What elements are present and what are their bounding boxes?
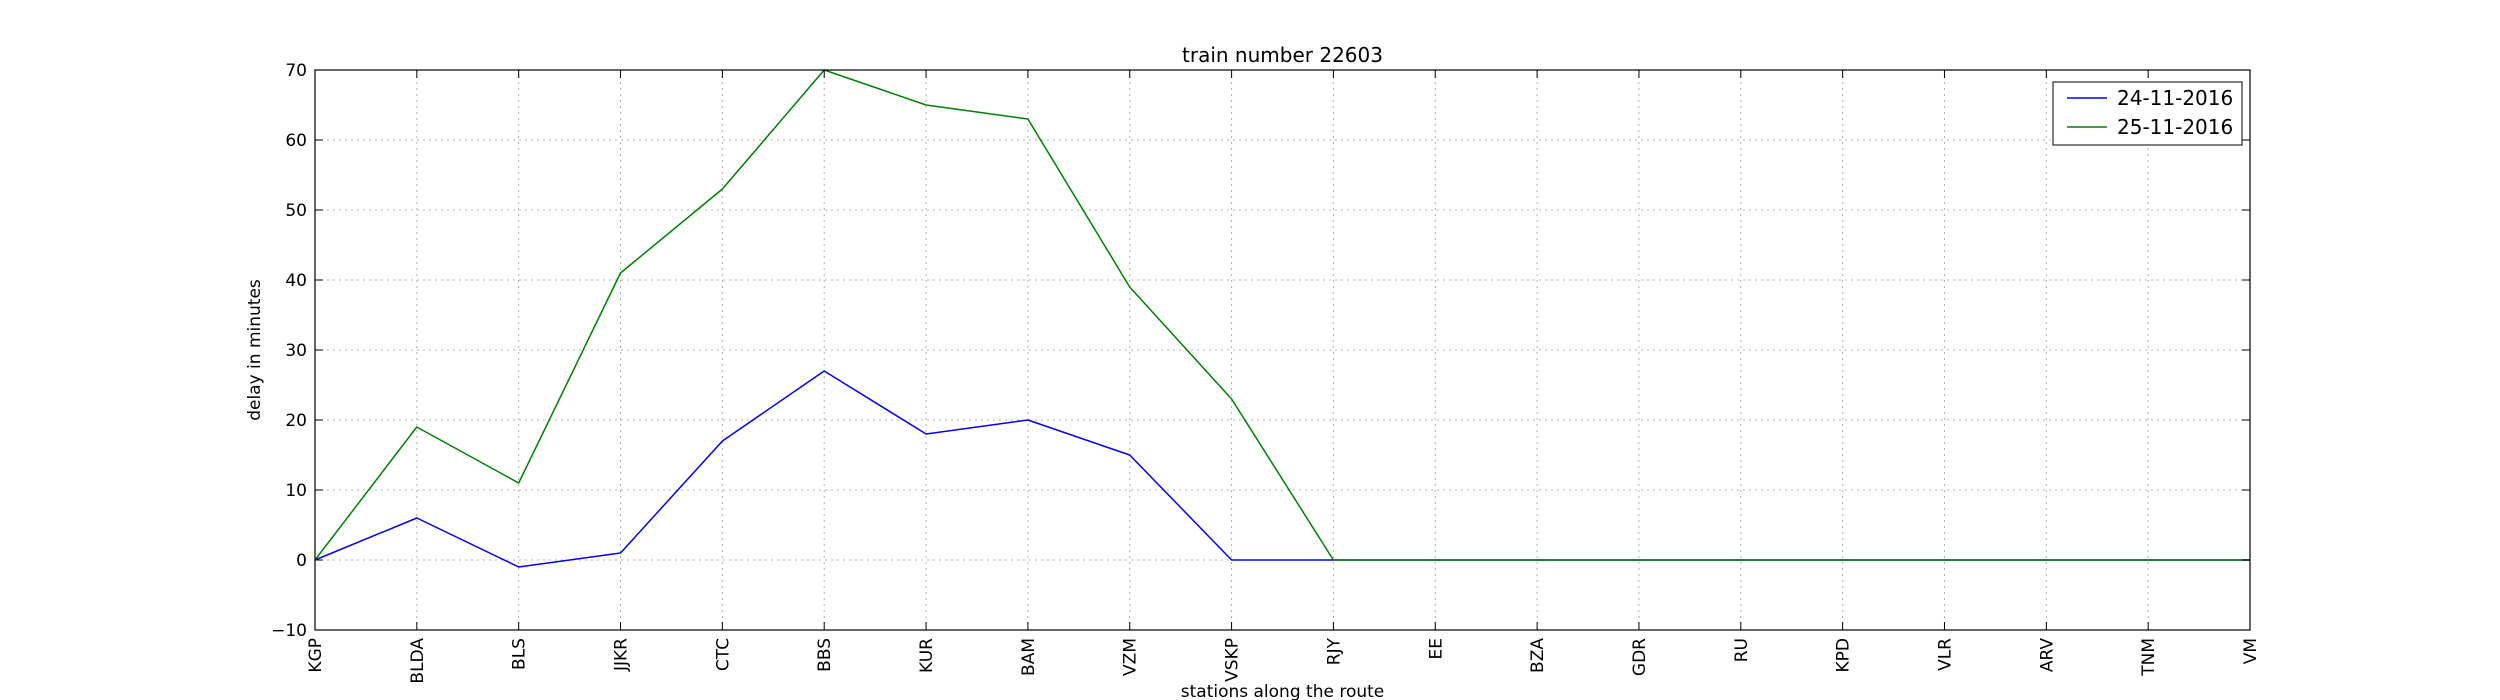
y-axis-title: delay in minutes [245, 279, 265, 421]
x-tick-label-blda: BLDA [408, 638, 428, 684]
series-line-2 [314, 69, 2250, 561]
x-tick-label-ru: RU [1732, 638, 1752, 662]
x-tick-label-vzm: VZM [1121, 638, 1141, 676]
series-line-1 [314, 370, 2250, 568]
legend-label-2: 25-11-2016 [2117, 115, 2233, 139]
legend-box [2052, 81, 2243, 146]
x-tick-label-vm: VM [2241, 638, 2261, 664]
y-tick-label: 70 [285, 61, 307, 81]
y-tick-label: 30 [285, 341, 307, 361]
grid-lines [314, 69, 2251, 631]
x-tick-label-tnm: TNM [2139, 638, 2159, 677]
x-tick-label-kur: KUR [917, 638, 937, 673]
y-tick-label: −10 [271, 621, 307, 641]
x-tick-label-bza: BZA [1528, 638, 1548, 673]
x-tick-label-ctc: CTC [713, 638, 733, 671]
x-tick-label-bbs: BBS [815, 638, 835, 672]
x-tick-label-bls: BLS [510, 638, 530, 670]
x-tick-label-bam: BAM [1019, 638, 1039, 676]
chart-title: train number 22603 [1182, 43, 1383, 67]
x-axis-title: stations along the route [1181, 682, 1385, 700]
legend: 24-11-2016 25-11-2016 [2052, 81, 2243, 146]
x-tick-label-jjkr: JJKR [612, 638, 632, 672]
x-tick-label-vskp: VSKP [1223, 638, 1243, 682]
y-tick-label: 0 [296, 551, 307, 571]
x-tick-label-ee: EE [1426, 638, 1446, 659]
x-tick-label-gdr: GDR [1630, 638, 1650, 676]
y-tick-label: 20 [285, 411, 307, 431]
x-axis-ticks: KGP BLDA BLS JJKR CTC BBS KUR BAM VZM VSKP RJY EE BZ… [306, 70, 2261, 684]
y-tick-label: 40 [285, 271, 307, 291]
series-lines [314, 69, 2250, 568]
x-tick-label-vlr: VLR [1935, 638, 1955, 671]
y-tick-label: 60 [285, 131, 307, 151]
x-tick-label-arv: ARV [2037, 638, 2057, 673]
legend-label-1: 24-11-2016 [2117, 86, 2233, 110]
y-tick-label: 50 [285, 201, 307, 221]
x-tick-label-kpd: KPD [1834, 638, 1854, 673]
x-tick-label-kgp: KGP [306, 638, 326, 673]
x-tick-label-rjy: RJY [1324, 637, 1344, 665]
y-axis-ticks: −10 0 10 20 30 40 50 60 70 [271, 61, 2250, 641]
y-tick-label: 10 [285, 481, 307, 501]
